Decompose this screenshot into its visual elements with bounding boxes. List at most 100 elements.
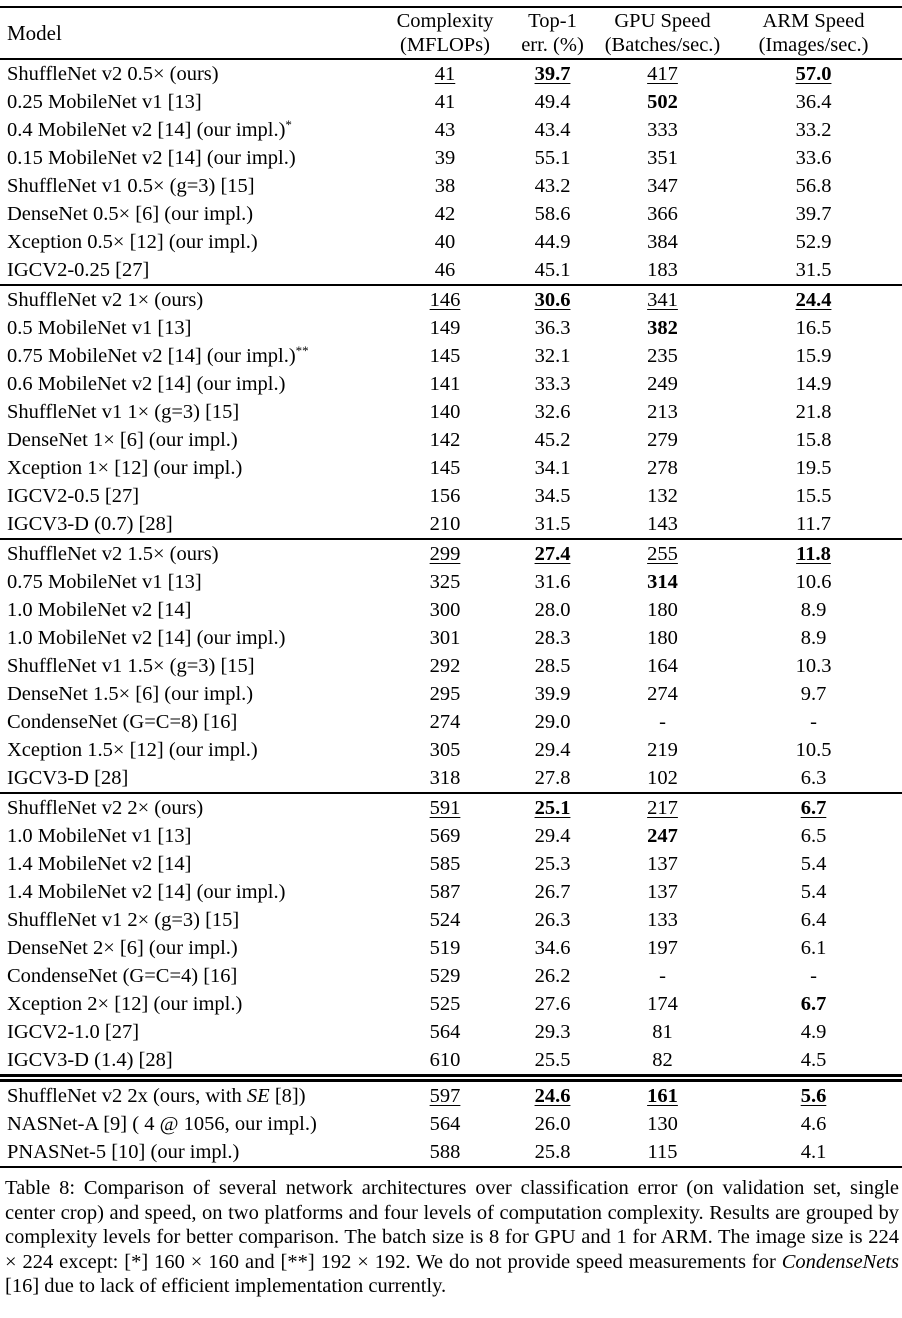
value-cell: 31.5 — [534, 512, 571, 535]
value-cell: 384 — [647, 230, 678, 253]
model-name-text: IGCV2-0.25 [27] — [7, 258, 150, 281]
value-cell: 132 — [647, 484, 678, 507]
complexity-group-2: ShuffleNet v2 1× (ours) 146 30.6 341 24.4 0.5… — [0, 285, 902, 539]
value-cell: 180 — [647, 598, 678, 621]
model-name-text: DenseNet 0.5× [6] (our impl.) — [7, 202, 254, 225]
model-name-text: ShuffleNet v1 2× (g=3) [15] — [7, 908, 240, 931]
results-table: Model Complexity (MFLOPs) Top-1 err. (%)… — [0, 6, 902, 1168]
model-cell: 0.4 MobileNet v2 [14] (our impl.)* — [0, 116, 385, 144]
header-row: Model Complexity (MFLOPs) Top-1 err. (%)… — [0, 7, 902, 59]
value-cell: 502 — [647, 90, 678, 113]
model-name-text: 0.75 MobileNet v2 [14] (our impl.) — [7, 344, 296, 367]
value-cell: 27.4 — [534, 542, 571, 565]
value-cell: 29.0 — [534, 710, 571, 733]
model-name-text: CondenseNet (G=C=8) [16] — [7, 710, 238, 733]
table-row: Xception 0.5× [12] (our impl.) 40 44.9 384 5… — [0, 228, 902, 256]
value-cell: 45.1 — [534, 258, 571, 281]
value-cell: 43.2 — [534, 174, 571, 197]
model-name-text: 1.4 MobileNet v2 [14] — [7, 852, 192, 875]
model-cell: 0.5 MobileNet v1 [13] — [0, 314, 385, 342]
model-cell: Xception 1× [12] (our impl.) — [0, 454, 385, 482]
value-cell: 25.8 — [534, 1140, 571, 1163]
complexity-group-5: ShuffleNet v2 2x (ours, with SE [8]) 597 2… — [0, 1078, 902, 1167]
value-cell: 46 — [434, 258, 456, 281]
model-cell: Xception 0.5× [12] (our impl.) — [0, 228, 385, 256]
value-cell: 142 — [429, 428, 461, 451]
value-cell: 197 — [647, 936, 678, 959]
value-cell: 58.6 — [534, 202, 571, 225]
value-cell: 301 — [429, 626, 461, 649]
model-name-text: IGCV2-0.5 [27] — [7, 484, 140, 507]
value-cell: 217 — [647, 796, 678, 819]
header-line: Top-1 — [528, 10, 577, 32]
header-line: Complexity — [396, 10, 494, 32]
model-name-text: 0.6 MobileNet v2 [14] (our impl.) — [7, 372, 286, 395]
model-cell: DenseNet 0.5× [6] (our impl.) — [0, 200, 385, 228]
value-cell: 292 — [429, 654, 461, 677]
header-line: (MFLOPs) — [400, 34, 490, 56]
col-header-top1-err: Top-1 err. (%) — [505, 7, 600, 59]
header-line: err. (%) — [521, 34, 584, 56]
table-row: DenseNet 1.5× [6] (our impl.) 295 39.9 274 9… — [0, 680, 902, 708]
value-cell: 146 — [429, 288, 461, 311]
model-cell: 0.25 MobileNet v1 [13] — [0, 88, 385, 116]
table-row: 1.4 MobileNet v2 [14] (our impl.) 587 26.7… — [0, 878, 902, 906]
model-cell: ShuffleNet v2 1× (ours) — [0, 285, 385, 314]
table-row: 1.4 MobileNet v2 [14] 585 25.3 137 5.4 — [0, 850, 902, 878]
value-cell: 9.7 — [800, 682, 827, 705]
model-cell: 0.75 MobileNet v2 [14] (our impl.)** — [0, 342, 385, 370]
value-cell: 10.3 — [795, 654, 832, 677]
model-cell: ShuffleNet v1 1× (g=3) [15] — [0, 398, 385, 426]
table-row: Xception 1× [12] (our impl.) 145 34.1 278 19… — [0, 454, 902, 482]
value-cell: 274 — [647, 682, 678, 705]
value-cell: 8.9 — [800, 626, 827, 649]
value-cell: 6.7 — [800, 796, 827, 819]
value-cell: 28.5 — [534, 654, 571, 677]
value-cell: 26.0 — [534, 1112, 571, 1135]
value-cell: 31.5 — [795, 258, 832, 281]
value-cell: 29.4 — [534, 824, 571, 847]
value-cell: 43.4 — [534, 118, 571, 141]
value-cell: 314 — [647, 570, 678, 593]
value-cell: 27.8 — [534, 766, 571, 789]
value-cell: 210 — [429, 512, 461, 535]
value-cell: 6.3 — [800, 766, 827, 789]
model-cell: 0.15 MobileNet v2 [14] (our impl.) — [0, 144, 385, 172]
value-cell: 15.8 — [795, 428, 832, 451]
model-name-text: 1.0 MobileNet v2 [14] (our impl.) — [7, 626, 286, 649]
model-name-text: ShuffleNet v2 2× (ours) — [7, 796, 204, 819]
table-row: CondenseNet (G=C=4) [16] 529 26.2 - - — [0, 962, 902, 990]
value-cell: 351 — [647, 146, 678, 169]
value-cell: 5.4 — [800, 880, 827, 903]
model-name-text: IGCV3-D [28] — [7, 766, 129, 789]
model-name-text: CondenseNet (G=C=4) [16] — [7, 964, 238, 987]
value-cell: 36.3 — [534, 316, 571, 339]
header-line: ARM Speed — [762, 10, 865, 32]
value-cell: 34.5 — [534, 484, 571, 507]
table-caption: Table 8: Comparison of several network a… — [0, 1176, 902, 1299]
model-name-text: ShuffleNet v2 1× (ours) — [7, 288, 204, 311]
value-cell: 41 — [434, 62, 456, 85]
value-cell: 299 — [429, 542, 461, 565]
value-cell: 525 — [429, 992, 461, 1015]
value-cell: 115 — [647, 1140, 678, 1163]
table-row: IGCV2-0.5 [27] 156 34.5 132 15.5 — [0, 482, 902, 510]
model-cell: IGCV2-1.0 [27] — [0, 1018, 385, 1046]
value-cell: 4.6 — [800, 1112, 827, 1135]
value-cell: 133 — [647, 908, 678, 931]
value-cell: 174 — [647, 992, 678, 1015]
value-cell: 156 — [429, 484, 461, 507]
model-name-text: NASNet-A [9] ( 4 @ 1056, our impl.) — [7, 1112, 317, 1135]
model-cell: IGCV3-D [28] — [0, 764, 385, 793]
value-cell: 41 — [434, 90, 456, 113]
value-cell: 137 — [647, 852, 678, 875]
model-cell: DenseNet 2× [6] (our impl.) — [0, 934, 385, 962]
model-name-text: PNASNet-5 [10] (our impl.) — [7, 1140, 240, 1163]
model-cell: 1.4 MobileNet v2 [14] — [0, 850, 385, 878]
value-cell: 26.2 — [534, 964, 571, 987]
value-cell: - — [659, 710, 666, 733]
model-cell: ShuffleNet v1 2× (g=3) [15] — [0, 906, 385, 934]
model-name-text: SE — [246, 1084, 270, 1107]
value-cell: 10.5 — [795, 738, 832, 761]
value-cell: 27.6 — [534, 992, 571, 1015]
